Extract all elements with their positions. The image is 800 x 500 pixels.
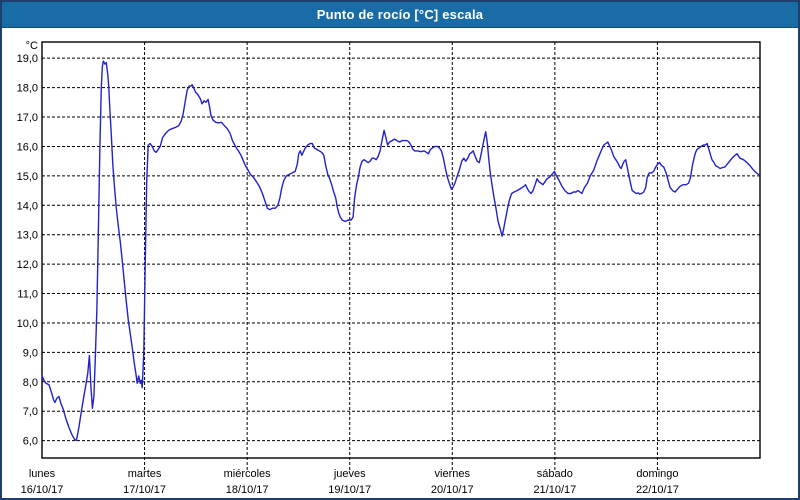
y-tick-label: 11,0: [17, 289, 38, 301]
y-axis-unit-label: °C: [26, 40, 38, 52]
dewpoint-line-chart: 19,0 18,0 17,0 16,0 15,0 14,0 13,0 12,0 11,0 10,0…: [17, 40, 761, 496]
y-tick-label: 13,0: [17, 230, 38, 242]
y-tick-label: 17,0: [17, 112, 38, 124]
x-date-label: 19/10/17: [328, 484, 371, 496]
y-tick-label: 8,0: [23, 377, 38, 389]
chart-title: Punto de rocío [°C] escala: [316, 7, 484, 22]
x-date-label: 18/10/17: [226, 484, 269, 496]
x-date-label: 17/10/17: [123, 484, 166, 496]
x-date-label: 20/10/17: [431, 484, 474, 496]
plot-border: [41, 41, 761, 459]
y-tick-label: 10,0: [17, 318, 38, 330]
y-tick-label: 6,0: [23, 436, 38, 448]
y-tick-label: 18,0: [17, 83, 38, 95]
y-tick-label: 19,0: [17, 53, 38, 65]
x-day-label: viernes: [435, 468, 471, 480]
x-day-label: miércoles: [224, 468, 272, 480]
x-date-label: 22/10/17: [636, 484, 679, 496]
y-tick-label: 7,0: [23, 406, 38, 418]
x-day-label: lunes: [29, 468, 56, 480]
dewpoint-series-line: [41, 60, 760, 442]
x-day-label: domingo: [636, 468, 678, 480]
y-tick-label: 9,0: [23, 347, 38, 359]
x-day-label: martes: [128, 468, 162, 480]
x-date-label: 21/10/17: [533, 484, 576, 496]
x-date-label: 16/10/17: [21, 484, 64, 496]
y-tick-label: 16,0: [17, 141, 38, 153]
x-day-label: jueves: [333, 468, 366, 480]
chart-area: 19,0 18,0 17,0 16,0 15,0 14,0 13,0 12,0 11,0 10,0…: [2, 28, 798, 498]
y-tick-label: 12,0: [17, 259, 38, 271]
x-day-label: sábado: [537, 468, 573, 480]
y-tick-label: 15,0: [17, 171, 38, 183]
y-tick-label: 14,0: [17, 200, 38, 212]
chart-titlebar: Punto de rocío [°C] escala: [2, 2, 798, 28]
